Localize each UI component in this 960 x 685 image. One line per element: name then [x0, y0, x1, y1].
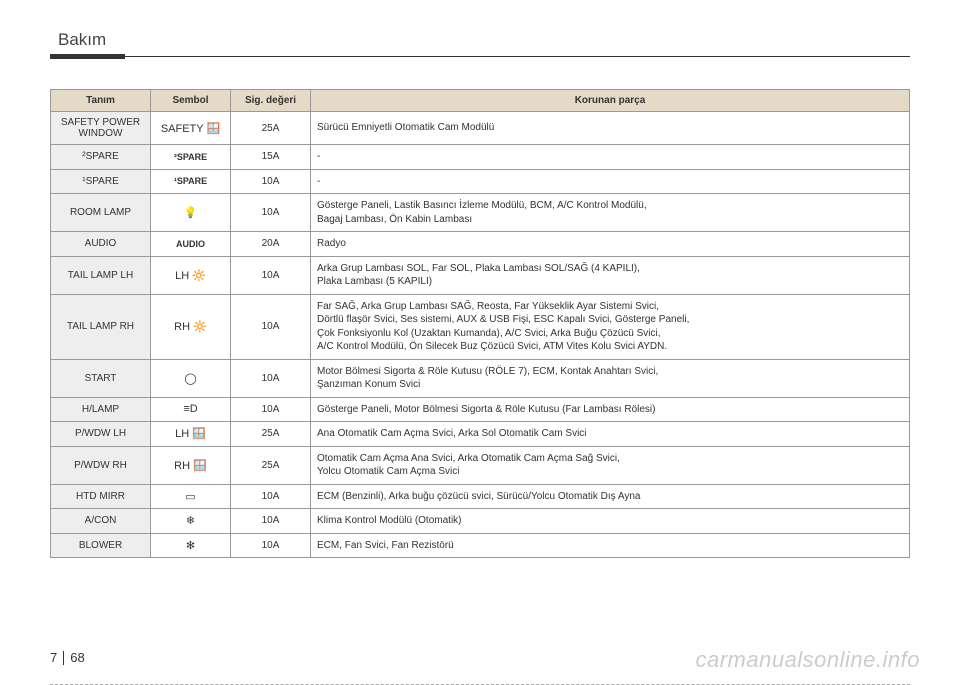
table-row: TAIL LAMP RHRH 🔆10AFar SAĞ, Arka Grup La…: [51, 294, 910, 359]
cell-def: BLOWER: [51, 533, 151, 558]
cell-val: 15A: [231, 145, 311, 170]
cell-val: 10A: [231, 484, 311, 509]
table-header-row: Tanım Sembol Sig. değeri Korunan parça: [51, 90, 910, 112]
cell-desc: Klima Kontrol Modülü (Otomatik): [311, 509, 910, 534]
table-row: HTD MIRR▭10AECM (Benzinli), Arka buğu çö…: [51, 484, 910, 509]
cell-val: 10A: [231, 294, 311, 359]
cell-sym: ¹SPARE: [151, 169, 231, 194]
cell-val: 25A: [231, 446, 311, 484]
cell-sym: LH 🔆: [151, 256, 231, 294]
cell-def: A/CON: [51, 509, 151, 534]
cell-desc: Far SAĞ, Arka Grup Lambası SAĞ, Reosta, …: [311, 294, 910, 359]
cell-def: P/WDW LH: [51, 422, 151, 447]
cell-desc: -: [311, 169, 910, 194]
col-val: Sig. değeri: [231, 90, 311, 112]
cell-desc: Motor Bölmesi Sigorta & Röle Kutusu (RÖL…: [311, 359, 910, 397]
col-def: Tanım: [51, 90, 151, 112]
cell-def: SAFETY POWER WINDOW: [51, 112, 151, 145]
cell-def: ¹SPARE: [51, 169, 151, 194]
cell-def: AUDIO: [51, 232, 151, 257]
cell-def: HTD MIRR: [51, 484, 151, 509]
cell-sym: ✻: [151, 533, 231, 558]
cell-val: 10A: [231, 169, 311, 194]
table-row: ¹SPARE¹SPARE10A-: [51, 169, 910, 194]
table-row: A/CON❄10AKlima Kontrol Modülü (Otomatik): [51, 509, 910, 534]
cell-val: 10A: [231, 533, 311, 558]
cell-val: 10A: [231, 256, 311, 294]
cell-desc: Gösterge Paneli, Motor Bölmesi Sigorta &…: [311, 397, 910, 422]
cell-desc: ECM, Fan Svici, Fan Rezistörü: [311, 533, 910, 558]
col-desc: Korunan parça: [311, 90, 910, 112]
table-row: AUDIOAUDIO20ARadyo: [51, 232, 910, 257]
cell-sym: ❄: [151, 509, 231, 534]
cell-val: 10A: [231, 194, 311, 232]
cell-sym: ²SPARE: [151, 145, 231, 170]
table-row: ROOM LAMP💡10AGösterge Paneli, Lastik Bas…: [51, 194, 910, 232]
cell-desc: ECM (Benzinli), Arka buğu çözücü svici, …: [311, 484, 910, 509]
cell-sym: ≡D: [151, 397, 231, 422]
table-row: BLOWER✻10AECM, Fan Svici, Fan Rezistörü: [51, 533, 910, 558]
cell-desc: Arka Grup Lambası SOL, Far SOL, Plaka La…: [311, 256, 910, 294]
cell-desc: Sürücü Emniyetli Otomatik Cam Modülü: [311, 112, 910, 145]
cell-def: TAIL LAMP RH: [51, 294, 151, 359]
cell-def: ²SPARE: [51, 145, 151, 170]
cell-sym: RH 🔆: [151, 294, 231, 359]
cell-def: TAIL LAMP LH: [51, 256, 151, 294]
page-title: Bakım: [50, 30, 910, 50]
table-row: START◯10AMotor Bölmesi Sigorta & Röle Ku…: [51, 359, 910, 397]
cell-val: 20A: [231, 232, 311, 257]
cell-def: ROOM LAMP: [51, 194, 151, 232]
cell-def: P/WDW RH: [51, 446, 151, 484]
cell-desc: Radyo: [311, 232, 910, 257]
table-row: H/LAMP≡D10AGösterge Paneli, Motor Bölmes…: [51, 397, 910, 422]
fuse-table: Tanım Sembol Sig. değeri Korunan parça S…: [50, 89, 910, 558]
cell-desc: -: [311, 145, 910, 170]
cell-desc: Gösterge Paneli, Lastik Basıncı İzleme M…: [311, 194, 910, 232]
cell-val: 10A: [231, 509, 311, 534]
cell-sym: 💡: [151, 194, 231, 232]
cell-sym: AUDIO: [151, 232, 231, 257]
cell-val: 10A: [231, 397, 311, 422]
header-rule: [50, 54, 910, 59]
page-footer: 7 68: [50, 650, 85, 665]
table-row: P/WDW LHLH 🪟25AAna Otomatik Cam Açma Svi…: [51, 422, 910, 447]
col-sym: Sembol: [151, 90, 231, 112]
cell-sym: RH 🪟: [151, 446, 231, 484]
cell-sym: LH 🪟: [151, 422, 231, 447]
cell-desc: Otomatik Cam Açma Ana Svici, Arka Otomat…: [311, 446, 910, 484]
cell-val: 25A: [231, 112, 311, 145]
table-row: SAFETY POWER WINDOWSAFETY 🪟25ASürücü Emn…: [51, 112, 910, 145]
cell-val: 25A: [231, 422, 311, 447]
cell-sym: ▭: [151, 484, 231, 509]
cell-def: H/LAMP: [51, 397, 151, 422]
table-row: ²SPARE²SPARE15A-: [51, 145, 910, 170]
cell-def: START: [51, 359, 151, 397]
cell-sym: ◯: [151, 359, 231, 397]
table-row: P/WDW RHRH 🪟25AOtomatik Cam Açma Ana Svi…: [51, 446, 910, 484]
cell-desc: Ana Otomatik Cam Açma Svici, Arka Sol Ot…: [311, 422, 910, 447]
cell-val: 10A: [231, 359, 311, 397]
table-row: TAIL LAMP LHLH 🔆10AArka Grup Lambası SOL…: [51, 256, 910, 294]
watermark: carmanualsonline.info: [695, 647, 920, 673]
chapter-number: 7: [50, 650, 57, 665]
cell-sym: SAFETY 🪟: [151, 112, 231, 145]
page-number: 68: [70, 650, 84, 665]
